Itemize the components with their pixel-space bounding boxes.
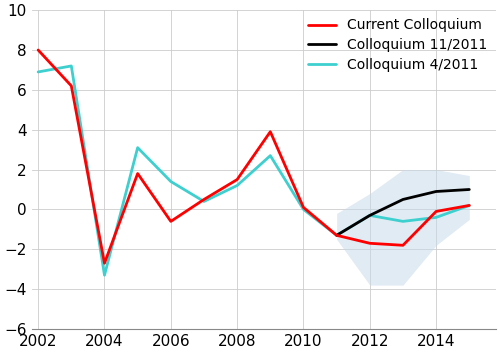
- Colloquium 4/2011: [35, 70, 41, 74]
- Colloquium 4/2011: [367, 213, 373, 217]
- Line: Colloquium 11/2011: Colloquium 11/2011: [336, 190, 469, 235]
- Current Colloquium: [35, 48, 41, 52]
- Current Colloquium: [201, 197, 207, 202]
- Current Colloquium: [300, 205, 306, 210]
- Current Colloquium: [68, 84, 74, 88]
- Colloquium 4/2011: [466, 203, 472, 208]
- Colloquium 11/2011: [334, 233, 340, 238]
- Colloquium 11/2011: [400, 197, 406, 202]
- Colloquium 11/2011: [433, 189, 439, 193]
- Current Colloquium: [466, 203, 472, 208]
- Line: Current Colloquium: Current Colloquium: [38, 50, 470, 263]
- Colloquium 4/2011: [433, 215, 439, 220]
- Current Colloquium: [268, 130, 274, 134]
- Colloquium 4/2011: [201, 199, 207, 204]
- Colloquium 4/2011: [134, 145, 140, 150]
- Colloquium 11/2011: [367, 213, 373, 217]
- Current Colloquium: [334, 233, 340, 238]
- Colloquium 11/2011: [466, 187, 472, 192]
- Colloquium 4/2011: [168, 179, 174, 184]
- Colloquium 4/2011: [268, 154, 274, 158]
- Colloquium 4/2011: [234, 184, 240, 188]
- Current Colloquium: [102, 261, 107, 265]
- Line: Colloquium 4/2011: Colloquium 4/2011: [38, 66, 470, 275]
- Current Colloquium: [400, 243, 406, 247]
- Legend: Current Colloquium, Colloquium 11/2011, Colloquium 4/2011: Current Colloquium, Colloquium 11/2011, …: [303, 13, 493, 77]
- Current Colloquium: [168, 219, 174, 223]
- Current Colloquium: [234, 178, 240, 182]
- Colloquium 4/2011: [300, 207, 306, 211]
- Colloquium 4/2011: [334, 233, 340, 238]
- Colloquium 4/2011: [400, 219, 406, 223]
- Colloquium 4/2011: [102, 273, 107, 277]
- Current Colloquium: [433, 209, 439, 214]
- Current Colloquium: [134, 172, 140, 176]
- Current Colloquium: [367, 241, 373, 245]
- Colloquium 4/2011: [68, 64, 74, 68]
